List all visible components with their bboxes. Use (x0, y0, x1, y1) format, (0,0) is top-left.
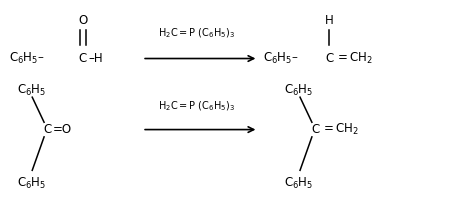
Text: C: C (325, 52, 334, 65)
Text: $\mathregular{H_2C=P\ (C_6H_5)_3}$: $\mathregular{H_2C=P\ (C_6H_5)_3}$ (158, 26, 235, 40)
Text: H: H (325, 14, 334, 27)
Text: $\mathregular{H_2C=P\ (C_6H_5)_3}$: $\mathregular{H_2C=P\ (C_6H_5)_3}$ (158, 99, 235, 113)
Text: C: C (311, 123, 319, 136)
Text: $\mathregular{=CH_2}$: $\mathregular{=CH_2}$ (335, 51, 373, 66)
Text: –H: –H (89, 52, 103, 65)
Text: C: C (79, 52, 87, 65)
Text: C: C (43, 123, 52, 136)
Text: $\mathregular{C_6H_5}$–: $\mathregular{C_6H_5}$– (263, 51, 299, 66)
Text: $\mathregular{=CH_2}$: $\mathregular{=CH_2}$ (321, 122, 359, 137)
Text: $\mathregular{C_6H_5}$: $\mathregular{C_6H_5}$ (17, 176, 46, 191)
Text: =O: =O (53, 123, 72, 136)
Text: $\mathregular{C_6H_5}$: $\mathregular{C_6H_5}$ (284, 83, 314, 98)
Text: $\mathregular{C_6H_5}$: $\mathregular{C_6H_5}$ (284, 176, 314, 191)
Text: $\mathregular{C_6H_5}$: $\mathregular{C_6H_5}$ (17, 83, 46, 98)
Text: $\mathregular{C_6H_5}$–: $\mathregular{C_6H_5}$– (9, 51, 45, 66)
Text: O: O (78, 14, 88, 27)
